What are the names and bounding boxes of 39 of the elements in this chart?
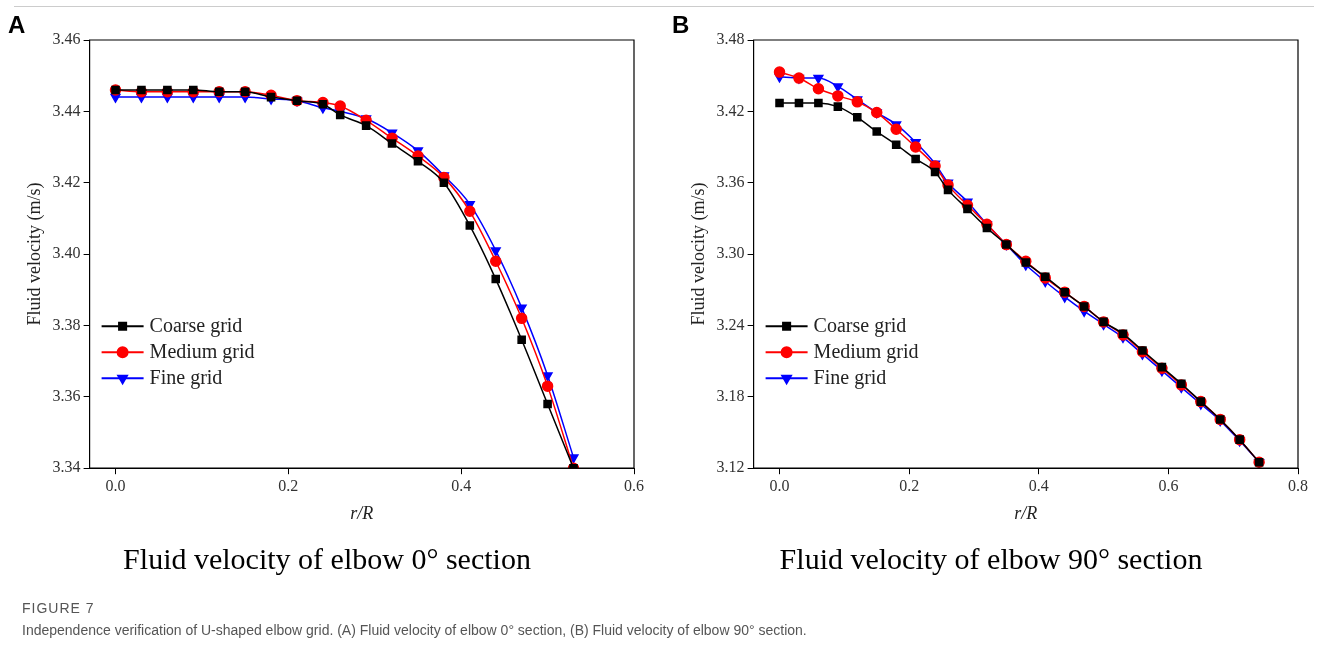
legend-label: Fine grid (813, 366, 887, 390)
y-tick-label: 3.12 (716, 458, 745, 476)
y-tick-label: 3.42 (716, 101, 745, 119)
y-tick-label: 3.46 (52, 30, 81, 48)
y-tick-label: 3.38 (52, 315, 81, 333)
legend-label: Medium grid (149, 340, 255, 364)
y-tick-label: 3.48 (716, 30, 745, 48)
y-tick-label: 3.24 (716, 315, 745, 333)
x-axis-title: r/R (350, 502, 374, 523)
caption: FIGURE 7 (22, 600, 96, 616)
legend-label: Coarse grid (813, 314, 907, 338)
y-tick-label: 3.36 (716, 172, 745, 190)
x-tick-label: 0.2 (899, 477, 920, 494)
y-tick-label: 3.18 (716, 387, 745, 405)
x-tick-label: 0.0 (105, 477, 126, 494)
y-tick-label: 3.30 (716, 244, 745, 262)
text: A (8, 10, 26, 38)
x-tick-label: 0.6 (1158, 477, 1179, 494)
text: Fluid velocity of elbow 90° section (779, 541, 1203, 575)
x-tick-label: 0.4 (1028, 477, 1049, 494)
x-tick-label: 0.0 (769, 477, 790, 494)
legend-label: Coarse grid (149, 314, 243, 338)
legend-label: Fine grid (149, 366, 223, 390)
y-axis-title: Fluid velocity (m/s) (687, 182, 709, 326)
y-tick-label: 3.44 (52, 101, 81, 119)
x-tick-label: 0.2 (278, 477, 299, 494)
x-tick-label: 0.6 (624, 477, 644, 494)
y-tick-label: 3.40 (52, 244, 81, 262)
y-tick-label: 3.42 (52, 172, 81, 190)
x-axis-title: r/R (1014, 502, 1038, 523)
text: Fluid velocity of elbow 0° section (123, 541, 531, 575)
y-tick-label: 3.36 (52, 387, 81, 405)
text: B (672, 10, 690, 38)
x-tick-label: 0.8 (1288, 477, 1308, 494)
x-tick-label: 0.4 (451, 477, 472, 494)
text: Independence verification of U-shaped elbow grid. (A) Fluid velocity of elbow 0° section, (B) Fluid velocity of elbow 90° section. (22, 622, 808, 638)
y-tick-label: 3.34 (52, 458, 81, 476)
legend-label: Medium grid (813, 340, 919, 364)
y-axis-title: Fluid velocity (m/s) (23, 182, 45, 326)
